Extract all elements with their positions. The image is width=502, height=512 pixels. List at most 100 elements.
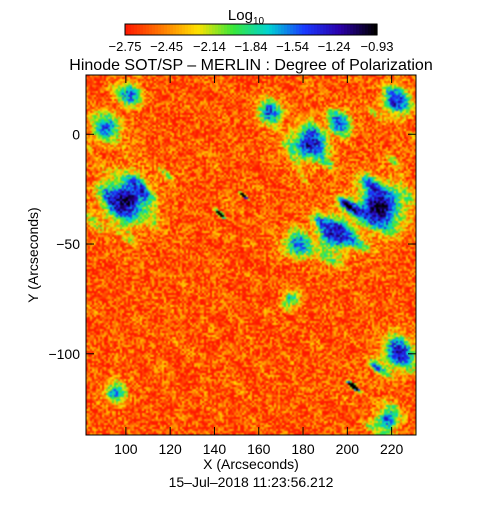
colorbar-frame <box>124 23 378 36</box>
colorbar-cell <box>161 24 165 35</box>
colorbar-tick-label: −1.54 <box>276 39 309 54</box>
colorbar-tick-label: −2.45 <box>150 39 183 54</box>
colorbar-cell <box>233 24 237 35</box>
y-axis-label: Y (Arcseconds) <box>25 207 41 302</box>
colorbar-cell <box>188 24 192 35</box>
colorbar-cell <box>371 24 375 35</box>
plot-frame <box>85 74 417 436</box>
colorbar-cell <box>344 24 348 35</box>
colorbar-cell <box>230 24 234 35</box>
y-tick-label: 0 <box>72 126 80 142</box>
colorbar-tick-labels: −2.75 −2.45 −2.14 −1.84 −1.54 −1.24 −0.93 <box>109 39 394 54</box>
colorbar-cell <box>308 24 312 35</box>
colorbar-cell <box>224 24 228 35</box>
colorbar-cell <box>221 24 225 35</box>
colorbar-cell <box>359 24 363 35</box>
colorbar-cell <box>239 24 243 35</box>
colorbar-cell <box>158 24 162 35</box>
x-tick-label: 220 <box>380 441 404 457</box>
colorbar-cell <box>350 24 354 35</box>
colorbar-cell <box>365 24 369 35</box>
colorbar-cell <box>194 24 198 35</box>
colorbar-cell <box>218 24 222 35</box>
colorbar-cell <box>293 24 297 35</box>
colorbar-cell <box>263 24 267 35</box>
colorbar-cell <box>227 24 231 35</box>
colorbar-cell <box>332 24 336 35</box>
colorbar-cell <box>284 24 288 35</box>
plot-area: 100 120 140 160 180 200 220 0 −50 −100 <box>48 74 417 457</box>
colorbar-cell <box>248 24 252 35</box>
colorbar-cell <box>176 24 180 35</box>
polarization-map <box>86 75 416 435</box>
colorbar-cell <box>206 24 210 35</box>
colorbar-cell <box>329 24 333 35</box>
colorbar-cell <box>137 24 141 35</box>
colorbar-cell <box>236 24 240 35</box>
colorbar-cell <box>200 24 204 35</box>
colorbar-cell <box>338 24 342 35</box>
colorbar-cell <box>203 24 207 35</box>
colorbar-cell <box>368 24 372 35</box>
colorbar-cell <box>290 24 294 35</box>
colorbar-cell <box>302 24 306 35</box>
colorbar-tick-label: −1.84 <box>235 39 268 54</box>
colorbar-cell <box>269 24 273 35</box>
colorbar-cell <box>191 24 195 35</box>
colorbar-cell <box>317 24 321 35</box>
colorbar-cell <box>131 24 135 35</box>
colorbar-cell <box>245 24 249 35</box>
colorbar-cell <box>257 24 261 35</box>
colorbar: Log10 −2.75 −2.45 −2.14 −1.84 −1.54 −1.24 −0.9… <box>109 7 394 54</box>
colorbar-gradient <box>125 24 378 35</box>
colorbar-cell <box>152 24 156 35</box>
colorbar-cell <box>296 24 300 35</box>
colorbar-cell <box>251 24 255 35</box>
colorbar-title: Log10 <box>228 7 265 27</box>
colorbar-cell <box>212 24 216 35</box>
x-tick-label: 100 <box>114 441 138 457</box>
colorbar-cell <box>242 24 246 35</box>
y-axis: 0 −50 −100 <box>48 126 416 362</box>
colorbar-tick-label: −2.14 <box>193 39 226 54</box>
colorbar-cell <box>353 24 357 35</box>
x-tick-label: 120 <box>158 441 182 457</box>
colorbar-cell <box>272 24 276 35</box>
colorbar-cell <box>278 24 282 35</box>
colorbar-cell <box>341 24 345 35</box>
colorbar-cell <box>320 24 324 35</box>
y-tick-label: −50 <box>56 236 80 252</box>
colorbar-cell <box>266 24 270 35</box>
colorbar-cell <box>311 24 315 35</box>
colorbar-cell <box>254 24 258 35</box>
colorbar-cell <box>167 24 171 35</box>
colorbar-cell <box>164 24 168 35</box>
x-tick-label: 200 <box>336 441 360 457</box>
colorbar-cell <box>260 24 264 35</box>
timestamp: 15–Jul–2018 11:23:56.212 <box>169 474 334 490</box>
colorbar-cell <box>299 24 303 35</box>
colorbar-tick-label: −0.93 <box>361 39 394 54</box>
colorbar-cell <box>125 24 129 35</box>
y-tick-label: −100 <box>48 346 80 362</box>
colorbar-cell <box>182 24 186 35</box>
colorbar-cell <box>128 24 132 35</box>
colorbar-cell <box>197 24 201 35</box>
colorbar-cell <box>170 24 174 35</box>
colorbar-cell <box>314 24 318 35</box>
colorbar-cell <box>179 24 183 35</box>
colorbar-cell <box>173 24 177 35</box>
colorbar-cell <box>287 24 291 35</box>
colorbar-cell <box>134 24 138 35</box>
x-tick-label: 160 <box>247 441 271 457</box>
colorbar-cell <box>326 24 330 35</box>
colorbar-cell <box>356 24 360 35</box>
colorbar-cell <box>305 24 309 35</box>
colorbar-cell <box>209 24 213 35</box>
colorbar-cell <box>281 24 285 35</box>
chart-title: Hinode SOT/SP – MERLIN : Degree of Polar… <box>69 57 432 74</box>
colorbar-cell <box>215 24 219 35</box>
x-tick-label: 140 <box>203 441 227 457</box>
x-axis-label: X (Arcseconds) <box>203 456 299 472</box>
